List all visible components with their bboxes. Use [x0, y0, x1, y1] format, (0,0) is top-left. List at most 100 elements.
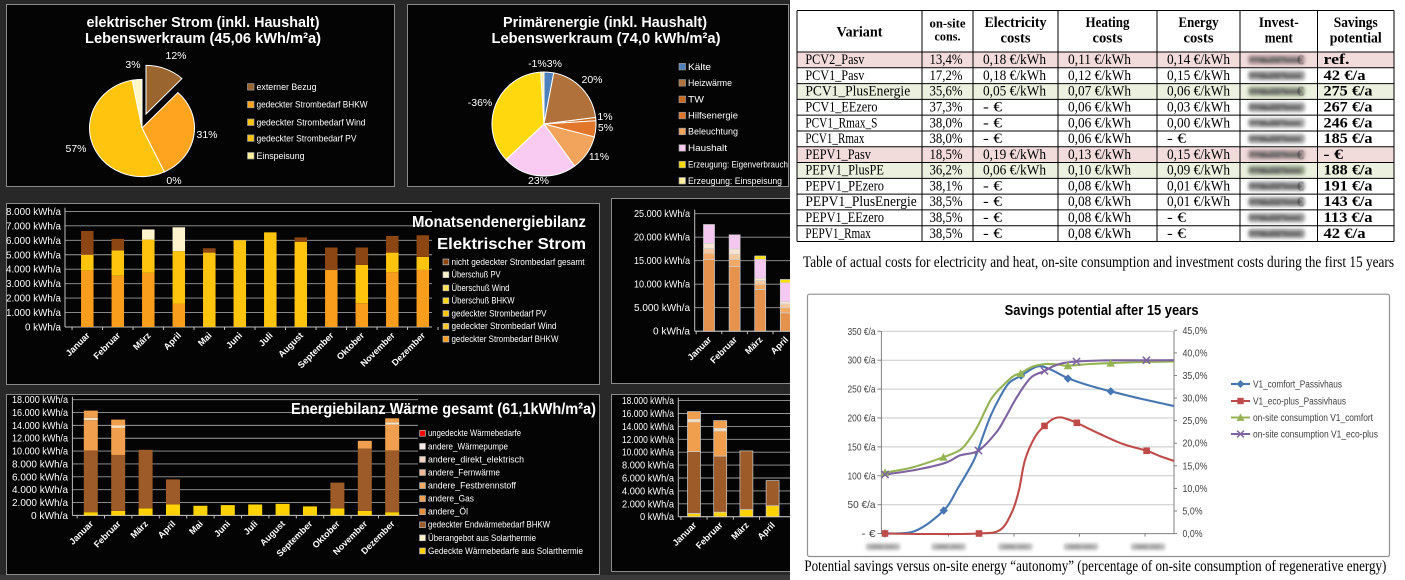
svg-text:16.000 kWh/a: 16.000 kWh/a	[12, 407, 68, 419]
svg-text:andere_Wärmepumpe: andere_Wärmepumpe	[428, 441, 508, 451]
svg-text:200 €/a: 200 €/a	[848, 413, 876, 425]
svg-text:0,10 €/kWh: 0,10 €/kWh	[1068, 163, 1131, 179]
svg-text:0,08 €/kWh: 0,08 €/kWh	[1068, 194, 1131, 210]
svg-text:38,1%: 38,1%	[930, 178, 963, 194]
svg-text:0 kWh/a: 0 kWh/a	[31, 510, 68, 522]
svg-text:267 €/a: 267 €/a	[1324, 99, 1374, 115]
svg-text:20,0%: 20,0%	[1183, 438, 1208, 450]
svg-text:350 €/a: 350 €/a	[848, 326, 876, 338]
svg-text:143 €/a: 143 €/a	[1324, 194, 1374, 210]
svg-text:50 €/a: 50 €/a	[848, 499, 876, 511]
svg-text:elektrischer Strom (inkl. Haus: elektrischer Strom (inkl. Haushalt)	[87, 14, 320, 31]
svg-text:gedeckter Strombedarf Wind: gedeckter Strombedarf Wind	[257, 117, 366, 128]
svg-text:Kälte: Kälte	[688, 62, 711, 73]
svg-text:2.000 kWh/a: 2.000 kWh/a	[6, 293, 61, 305]
svg-text:€: €	[1297, 147, 1304, 162]
svg-text:4.000 kWh/a: 4.000 kWh/a	[12, 484, 68, 496]
svg-text:7.000 kWh/a: 7.000 kWh/a	[6, 220, 61, 232]
svg-text:25.000 kWh/a: 25.000 kWh/a	[634, 208, 690, 220]
svg-text:42 €/a: 42 €/a	[1324, 226, 1367, 242]
svg-text:gedeckter Strombedarf BHKW: gedeckter Strombedarf BHKW	[257, 100, 368, 111]
svg-text:- €: - €	[983, 194, 1003, 210]
svg-text:45,0%: 45,0%	[1183, 325, 1208, 337]
svg-text:0,08 €/kWh: 0,08 €/kWh	[1068, 210, 1131, 226]
svg-text:andere_Öl: andere_Öl	[428, 507, 468, 517]
svg-text:Energiebilanz Wärme gesamt (61: Energiebilanz Wärme gesamt (61,1kWh/m²a)	[291, 401, 596, 418]
svg-text:gedeckter Strombedarf BHKW: gedeckter Strombedarf BHKW	[452, 334, 559, 344]
svg-text:0,18 €/kWh: 0,18 €/kWh	[983, 52, 1046, 68]
svg-text:ungedeckte Wärmebedarfe: ungedeckte Wärmebedarfe	[428, 428, 521, 438]
svg-text:0 kWh/a: 0 kWh/a	[25, 322, 61, 334]
svg-text:300 €/a: 300 €/a	[848, 355, 876, 367]
svg-text:externer Bezug: externer Bezug	[257, 82, 317, 93]
svg-text:V1_comfort_Passivhaus: V1_comfort_Passivhaus	[1253, 380, 1342, 391]
svg-text:andere_direkt_elektrisch: andere_direkt_elektrisch	[428, 454, 524, 464]
svg-text:188 €/a: 188 €/a	[1324, 163, 1374, 179]
svg-text:0,06 €/kWh: 0,06 €/kWh	[1167, 84, 1230, 100]
svg-text:0,00 €/kWh: 0,00 €/kWh	[1167, 115, 1230, 131]
svg-text:38,0%: 38,0%	[930, 115, 963, 131]
svg-text:cons.: cons.	[935, 30, 961, 44]
svg-text:PEPV1_PlusEnergie: PEPV1_PlusEnergie	[805, 194, 917, 210]
svg-text:13,4%: 13,4%	[930, 52, 963, 68]
svg-text:42 €/a: 42 €/a	[1324, 68, 1367, 84]
svg-text:0,06 €/kWh: 0,06 €/kWh	[1068, 131, 1131, 147]
svg-text:2.000 kWh/a: 2.000 kWh/a	[12, 497, 68, 509]
svg-text:20%: 20%	[581, 74, 602, 86]
svg-text:17,2%: 17,2%	[930, 68, 963, 84]
svg-text:38,5%: 38,5%	[930, 194, 963, 210]
svg-text:- €: - €	[983, 178, 1003, 194]
svg-text:gedeckter Endwärmebedarf BHKW: gedeckter Endwärmebedarf BHKW	[428, 520, 550, 530]
svg-text:8.000 kWh/a: 8.000 kWh/a	[12, 458, 68, 470]
svg-text:Einspeisung: Einspeisung	[257, 151, 305, 162]
svg-text:- €: - €	[983, 99, 1003, 115]
svg-text:0 kWh/a: 0 kWh/a	[640, 511, 674, 523]
svg-text:0,01 €/kWh: 0,01 €/kWh	[1167, 194, 1230, 210]
svg-text:30,0%: 30,0%	[1183, 393, 1208, 405]
svg-text:35,0%: 35,0%	[1183, 370, 1208, 382]
svg-text:Primärenergie (inkl. Haushalt): Primärenergie (inkl. Haushalt)	[503, 14, 707, 31]
svg-text:15.000 kWh/a: 15.000 kWh/a	[634, 255, 690, 267]
svg-text:Beleuchtung: Beleuchtung	[688, 127, 738, 138]
svg-text:10.000 kWh/a: 10.000 kWh/a	[12, 446, 68, 458]
svg-text:Lebenswerkraum (74,0 kWh/m²a): Lebenswerkraum (74,0 kWh/m²a)	[492, 30, 721, 47]
svg-text:Variant: Variant	[837, 24, 883, 40]
svg-text:costs: costs	[1001, 31, 1031, 47]
svg-text:Lebenswerkraum (45,06 kWh/m²a): Lebenswerkraum (45,06 kWh/m²a)	[85, 30, 321, 47]
svg-text:Erzeugung: Eigenverbrauch: Erzeugung: Eigenverbrauch	[688, 160, 788, 171]
svg-text:PEPV1_PlusPE: PEPV1_PlusPE	[805, 163, 884, 179]
svg-text:0,06 €/kWh: 0,06 €/kWh	[1068, 99, 1131, 115]
svg-text:- €: - €	[862, 528, 876, 540]
svg-text:Potential savings versus on-si: Potential savings versus on-site energy …	[804, 558, 1386, 575]
svg-text:Electricity: Electricity	[985, 15, 1047, 31]
svg-text:Gedeckte Wärmebedarfe aus Sola: Gedeckte Wärmebedarfe aus Solarthermie	[428, 546, 583, 556]
svg-text:0,06 €/kWh: 0,06 €/kWh	[983, 163, 1046, 179]
svg-text:€: €	[1297, 84, 1304, 99]
svg-text:100 €/a: 100 €/a	[848, 470, 876, 482]
svg-text:5.000 kWh/a: 5.000 kWh/a	[634, 302, 690, 314]
svg-text:andere_Festbrennstoff: andere_Festbrennstoff	[428, 480, 516, 490]
svg-text:37,3%: 37,3%	[930, 99, 963, 115]
svg-text:€: €	[1297, 194, 1304, 209]
svg-text:- €: - €	[1167, 131, 1187, 147]
svg-text:Überschuß PV: Überschuß PV	[452, 270, 501, 280]
svg-text:6.000 kWh/a: 6.000 kWh/a	[12, 471, 68, 483]
svg-text:0,19 €/kWh: 0,19 €/kWh	[983, 147, 1046, 163]
svg-text:1%: 1%	[597, 111, 612, 123]
svg-text:0 kWh/a: 0 kWh/a	[653, 326, 690, 338]
svg-text:- €: - €	[983, 131, 1003, 147]
svg-text:12.000 kWh/a: 12.000 kWh/a	[12, 433, 68, 445]
svg-text:11%: 11%	[589, 151, 609, 163]
svg-text:0,01 €/kWh: 0,01 €/kWh	[1167, 178, 1230, 194]
svg-text:38,0%: 38,0%	[930, 131, 963, 147]
svg-text:5%: 5%	[598, 122, 613, 134]
svg-text:8.000 kWh/a: 8.000 kWh/a	[622, 460, 674, 472]
svg-text:35,6%: 35,6%	[930, 84, 963, 100]
svg-text:10.000 kWh/a: 10.000 kWh/a	[622, 447, 674, 459]
svg-text:12%: 12%	[165, 50, 186, 62]
svg-text:gedeckter Strombedarf PV: gedeckter Strombedarf PV	[257, 133, 358, 144]
svg-text:40,0%: 40,0%	[1183, 347, 1208, 359]
svg-text:- €: - €	[983, 226, 1003, 242]
svg-text:Savings potential after 15 yea: Savings potential after 15 years	[1005, 303, 1199, 319]
svg-text:2.000 kWh/a: 2.000 kWh/a	[622, 498, 674, 510]
